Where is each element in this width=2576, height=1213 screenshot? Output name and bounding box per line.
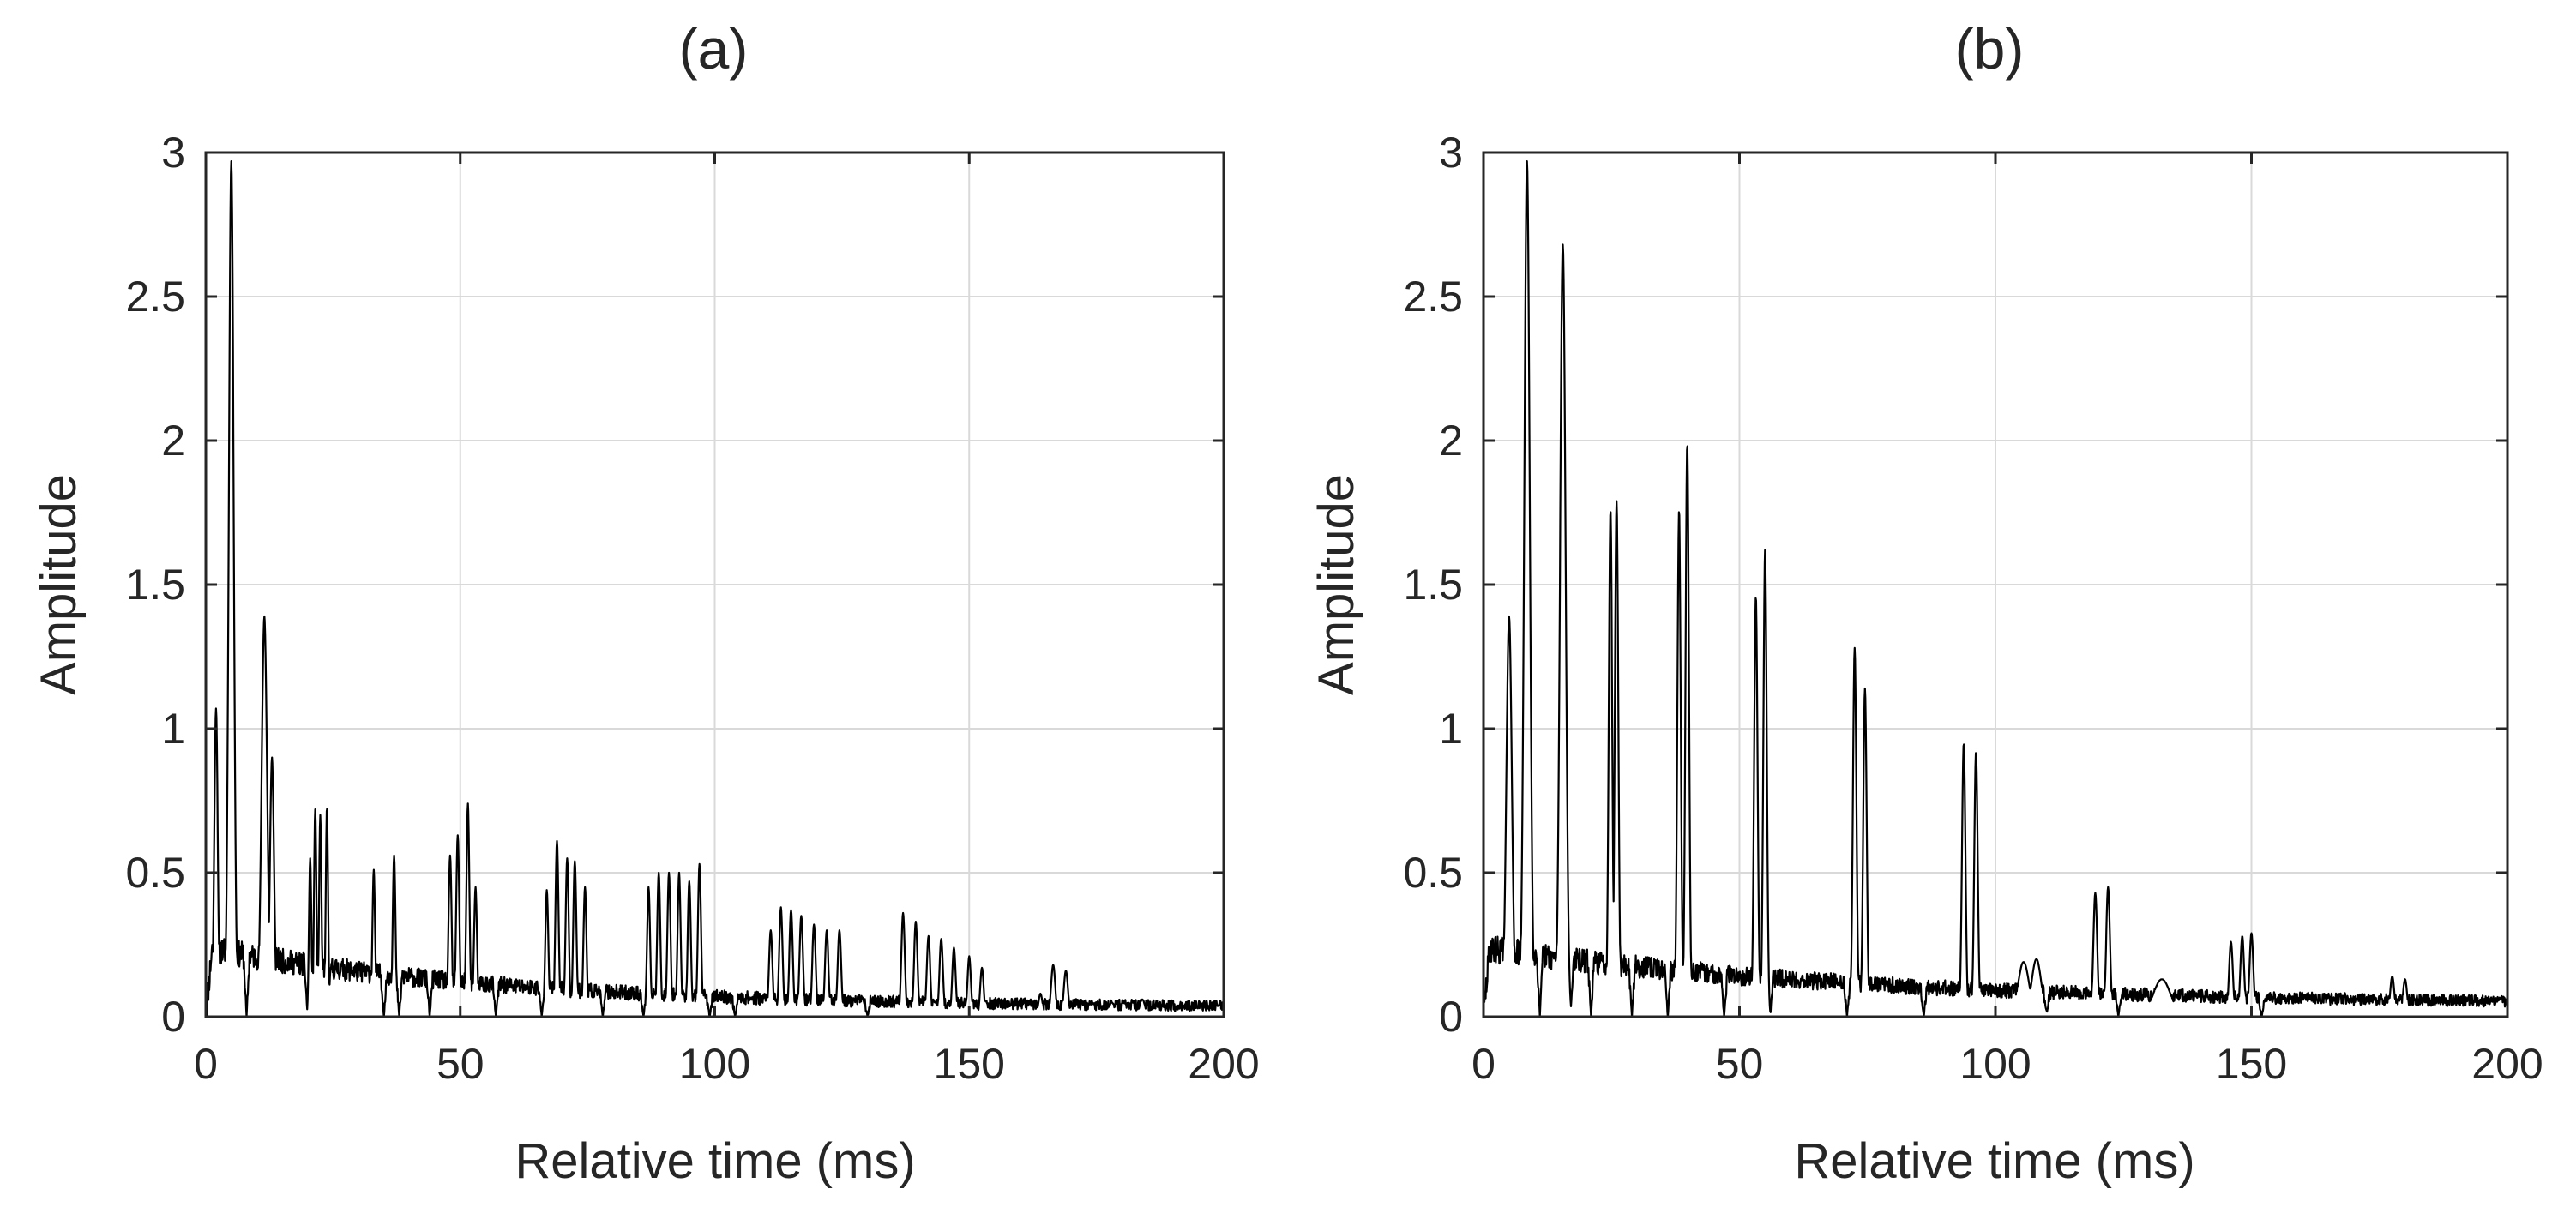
x-tick-label: 150 (934, 1040, 1005, 1088)
chart-panel-b: (b) 0 50 100 150 200 0 0.5 1 1.5 2 2.5 3 Relative … (1309, 17, 2543, 1189)
x-tick-label: 50 (436, 1040, 485, 1088)
y-tick-labels-a: 0 0.5 1 1.5 2 2.5 3 (125, 129, 185, 1041)
x-tick-label: 100 (679, 1040, 750, 1088)
y-tick-label: 2 (1439, 417, 1463, 465)
y-tick-label: 1 (161, 705, 185, 753)
amplitude-trace (205, 160, 1225, 1018)
x-tick-label: 0 (194, 1040, 218, 1088)
amplitude-trace (1482, 160, 2509, 1018)
x-tick-labels-a: 0 50 100 150 200 (194, 1040, 1260, 1088)
y-tick-label: 0 (1439, 993, 1463, 1041)
y-tick-label: 0.5 (1403, 849, 1463, 897)
x-tick-label: 50 (1716, 1040, 1764, 1088)
x-axis-label-b: Relative time (ms) (1794, 1133, 2194, 1189)
y-tick-label: 1.5 (125, 561, 185, 609)
chart-panel-a: (a) 0 50 100 150 200 0 0.5 1 1.5 2 2.5 3 Relative … (31, 17, 1260, 1189)
x-axis-label-a: Relative time (ms) (515, 1133, 915, 1189)
x-tick-label: 200 (2471, 1040, 2543, 1088)
tick-marks-b (1482, 151, 2509, 1018)
y-tick-label: 1 (1439, 705, 1463, 753)
y-tick-label: 0.5 (125, 849, 185, 897)
y-axis-label-a: Amplitude (31, 474, 87, 695)
y-tick-label: 2 (161, 417, 185, 465)
y-tick-label: 0 (161, 993, 185, 1041)
grid-lines-a (206, 153, 1224, 1017)
y-tick-labels-b: 0 0.5 1 1.5 2 2.5 3 (1403, 129, 1463, 1041)
y-axis-label-b: Amplitude (1309, 474, 1364, 695)
x-tick-labels-b: 0 50 100 150 200 (1472, 1040, 2543, 1088)
grid-lines-b (1484, 153, 2507, 1017)
y-tick-label: 3 (161, 129, 185, 177)
series-b (1482, 160, 2509, 1018)
panel-title-b: (b) (1955, 17, 2025, 81)
y-tick-label: 2.5 (125, 273, 185, 321)
tick-marks-a (204, 151, 1225, 1018)
panel-title-a: (a) (679, 17, 749, 81)
y-tick-label: 1.5 (1403, 561, 1463, 609)
y-tick-label: 3 (1439, 129, 1463, 177)
x-tick-label: 100 (1959, 1040, 2031, 1088)
x-tick-label: 150 (2216, 1040, 2287, 1088)
y-tick-label: 2.5 (1403, 273, 1463, 321)
x-tick-label: 0 (1472, 1040, 1496, 1088)
series-a (205, 160, 1225, 1018)
x-tick-label: 200 (1188, 1040, 1259, 1088)
